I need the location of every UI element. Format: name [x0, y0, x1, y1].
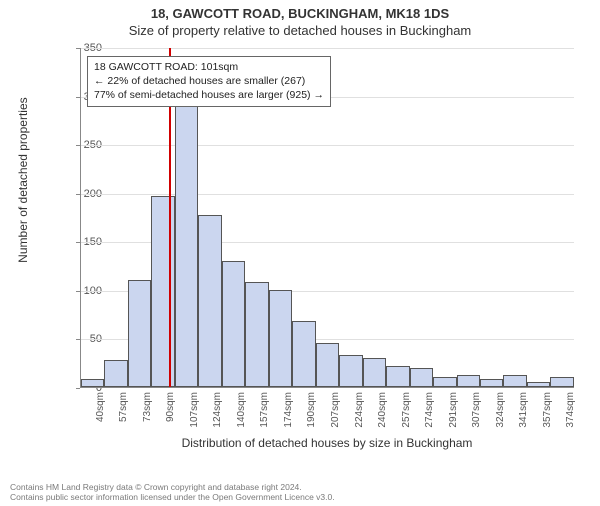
footer-line-2: Contains public sector information licen… — [10, 492, 335, 503]
x-axis-label: Distribution of detached houses by size … — [80, 436, 574, 450]
property-annotation-box: 18 GAWCOTT ROAD: 101sqm ← 22% of detache… — [87, 56, 331, 107]
xtick-label: 174sqm — [283, 392, 294, 428]
histogram-bar — [316, 343, 339, 387]
xtick-label: 240sqm — [377, 392, 388, 428]
xtick-label: 40sqm — [95, 392, 106, 422]
xtick-label: 207sqm — [330, 392, 341, 428]
y-axis-label: Number of detached properties — [16, 97, 30, 262]
xtick-label: 124sqm — [212, 392, 223, 428]
histogram-bar — [480, 379, 503, 387]
xtick-label: 257sqm — [401, 392, 412, 428]
annotation-line-2: ← 22% of detached houses are smaller (26… — [94, 74, 324, 88]
xtick-label: 341sqm — [518, 392, 529, 428]
histogram-bar — [81, 379, 104, 387]
ytick-mark — [76, 388, 80, 389]
xtick-label: 107sqm — [189, 392, 200, 428]
histogram-bar — [339, 355, 362, 387]
page-subtitle: Size of property relative to detached ho… — [0, 23, 600, 38]
histogram-bar — [222, 261, 245, 387]
histogram-bar — [151, 196, 174, 387]
page-address-title: 18, GAWCOTT ROAD, BUCKINGHAM, MK18 1DS — [0, 6, 600, 21]
xtick-label: 224sqm — [354, 392, 365, 428]
xtick-label: 357sqm — [542, 392, 553, 428]
xtick-label: 90sqm — [165, 392, 176, 422]
xtick-label: 190sqm — [306, 392, 317, 428]
histogram-bar — [457, 375, 480, 387]
histogram-bar — [433, 377, 456, 387]
histogram-bar — [104, 360, 127, 387]
footer-line-1: Contains HM Land Registry data © Crown c… — [10, 482, 335, 493]
histogram-bar — [175, 103, 198, 387]
xtick-label: 374sqm — [565, 392, 576, 428]
histogram-bar — [386, 366, 409, 387]
xtick-label: 157sqm — [259, 392, 270, 428]
xtick-label: 291sqm — [448, 392, 459, 428]
histogram-bar — [527, 382, 550, 387]
xtick-label: 307sqm — [471, 392, 482, 428]
histogram-bar — [198, 215, 221, 387]
plot-area: 18 GAWCOTT ROAD: 101sqm ← 22% of detache… — [80, 48, 574, 388]
xtick-label: 57sqm — [118, 392, 129, 422]
histogram-bar — [363, 358, 386, 387]
histogram-bar — [503, 375, 526, 387]
histogram-bar — [292, 321, 315, 387]
histogram-bar — [245, 282, 268, 387]
histogram-bar — [269, 290, 292, 387]
xtick-label: 274sqm — [424, 392, 435, 428]
annotation-line-1: 18 GAWCOTT ROAD: 101sqm — [94, 60, 324, 74]
xtick-label: 73sqm — [142, 392, 153, 422]
annotation-line-3: 77% of semi-detached houses are larger (… — [94, 88, 324, 102]
xtick-label: 324sqm — [495, 392, 506, 428]
histogram-bar — [410, 368, 433, 387]
histogram-bar — [550, 377, 573, 387]
xtick-label: 140sqm — [236, 392, 247, 428]
histogram-chart: Number of detached properties 0501001502… — [54, 48, 574, 428]
histogram-bar — [128, 280, 151, 387]
